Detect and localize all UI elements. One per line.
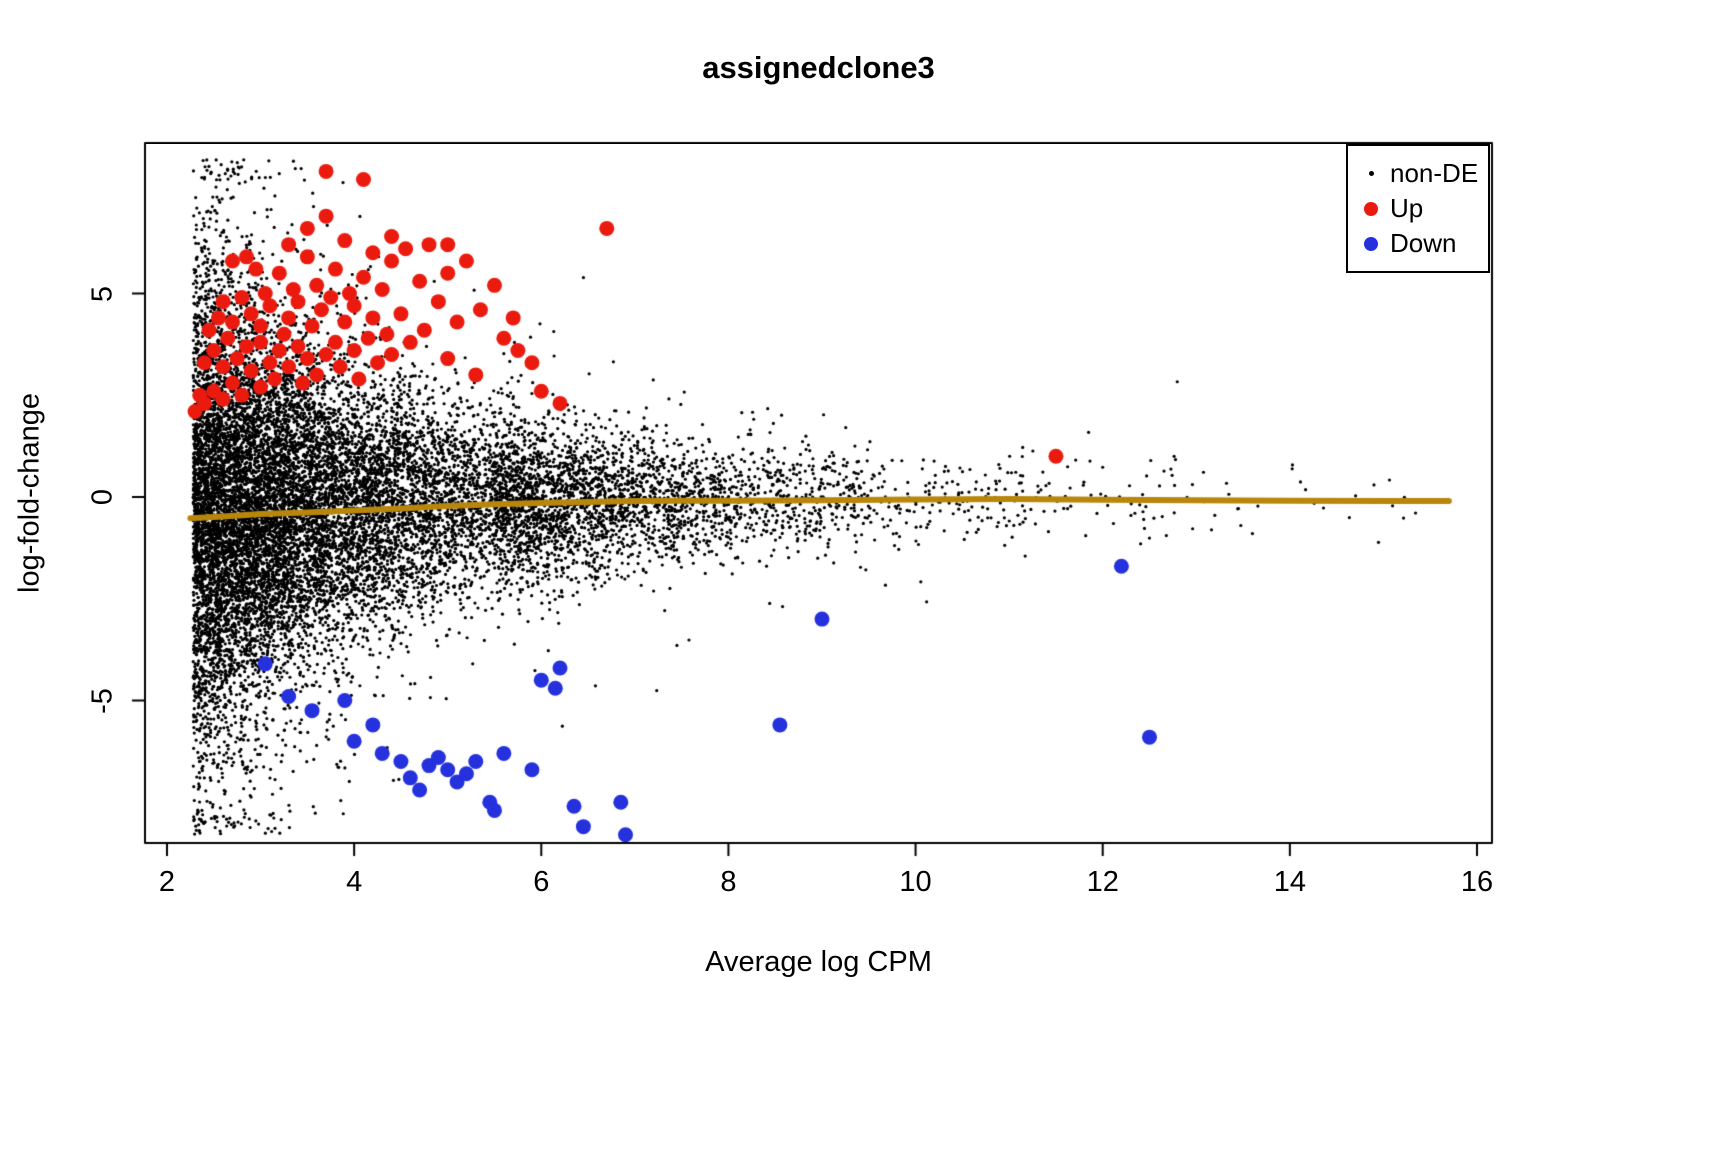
x-tick-label: 12 xyxy=(1086,866,1119,898)
legend-item-non-de: non-DE xyxy=(1362,156,1488,191)
y-tick-label: 0 xyxy=(86,488,119,506)
x-tick-label: 16 xyxy=(1460,866,1494,898)
x-tick-label: 10 xyxy=(899,866,932,898)
legend-marker-icon xyxy=(1364,236,1378,251)
y-tick-label: -5 xyxy=(86,687,119,714)
legend-label: Up xyxy=(1390,193,1424,223)
x-axis-label: Average log CPM xyxy=(705,946,932,978)
legend-item-up: Up xyxy=(1362,191,1488,226)
legend: non-DE Up Down xyxy=(1346,144,1490,273)
legend-marker-icon xyxy=(1364,201,1378,216)
x-tick-label: 6 xyxy=(533,866,550,898)
legend-label: Down xyxy=(1390,228,1457,258)
x-tick-label: 8 xyxy=(720,866,737,898)
chart-title: assignedclone3 xyxy=(702,50,935,85)
legend-label: non-DE xyxy=(1390,158,1479,188)
x-tick-label: 2 xyxy=(158,866,176,898)
legend-marker-icon xyxy=(1368,171,1374,176)
legend-item-down: Down xyxy=(1362,226,1488,261)
x-tick-label: 4 xyxy=(346,866,363,898)
y-axis-label: log-fold-change xyxy=(13,393,46,593)
y-tick-label: 5 xyxy=(86,285,119,302)
x-tick-label: 14 xyxy=(1273,866,1306,898)
